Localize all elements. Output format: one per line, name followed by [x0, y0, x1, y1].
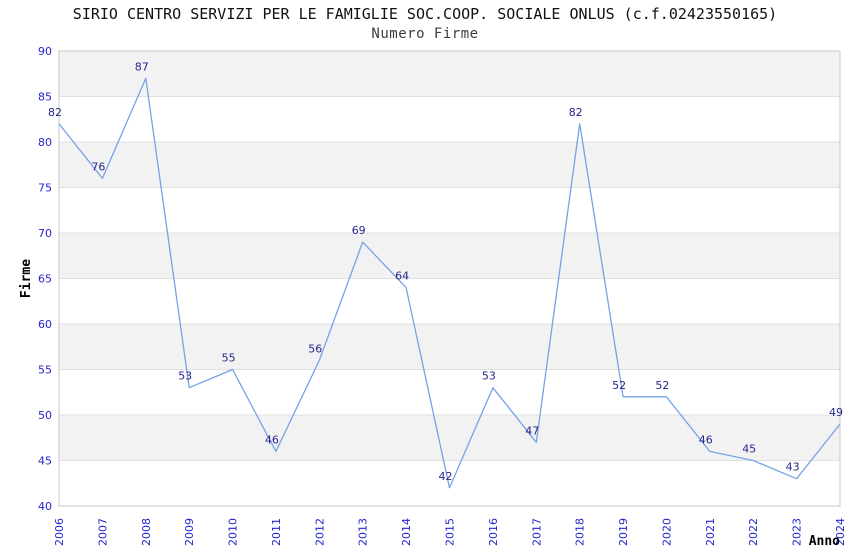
x-tick-label: 2007 — [96, 518, 109, 546]
x-axis-title: Anno — [809, 534, 840, 549]
data-point-label: 49 — [829, 406, 843, 419]
data-point-label: 69 — [352, 224, 366, 237]
x-tick-label: 2014 — [400, 518, 413, 546]
x-tick-label: 2020 — [660, 518, 673, 546]
x-tick-label: 2018 — [574, 518, 587, 546]
x-tick-label: 2024 — [834, 518, 847, 546]
gridlines — [59, 96, 840, 461]
background-band — [59, 415, 840, 461]
data-point-label: 46 — [265, 433, 279, 446]
background-band — [59, 142, 840, 188]
x-tick-label: 2017 — [530, 518, 543, 546]
chart-title: SIRIO CENTRO SERVIZI PER LE FAMIGLIE SOC… — [73, 5, 777, 23]
data-point-label: 45 — [742, 443, 756, 456]
y-axis-tick-labels: 40 45 50 55 60 65 70 75 80 85 90 — [38, 45, 52, 513]
y-tick-label: 40 — [38, 500, 52, 513]
chart-subtitle: Numero Firme — [371, 26, 478, 42]
x-tick-label: 2009 — [183, 518, 196, 546]
x-tick-label: 2022 — [747, 518, 760, 546]
data-point-label: 76 — [91, 160, 105, 173]
y-tick-label: 55 — [38, 364, 52, 377]
data-point-label: 87 — [135, 60, 149, 73]
y-tick-label: 45 — [38, 455, 52, 468]
x-tick-label: 2015 — [444, 518, 457, 546]
x-tick-label: 2011 — [270, 518, 283, 546]
x-tick-label: 2010 — [227, 518, 240, 546]
data-point-label: 42 — [439, 470, 453, 483]
x-tick-label: 2006 — [53, 518, 66, 546]
x-tick-label: 2023 — [791, 518, 804, 546]
y-tick-label: 50 — [38, 409, 52, 422]
y-tick-label: 75 — [38, 182, 52, 195]
data-point-label: 64 — [395, 270, 409, 283]
data-point-label: 53 — [482, 370, 496, 383]
x-axis-tick-labels: 2006 2007 2008 2009 2010 2011 2012 2013 2014 2015… — [53, 518, 847, 546]
y-axis-title: Firme — [19, 259, 34, 298]
x-tick-label: 2012 — [313, 518, 326, 546]
y-tick-label: 60 — [38, 318, 52, 331]
background-band — [59, 233, 840, 279]
data-point-label: 82 — [48, 106, 62, 119]
background-band — [59, 324, 840, 370]
data-point-label: 55 — [222, 352, 236, 365]
series-line — [58, 77, 841, 489]
data-point-label: 56 — [308, 342, 322, 355]
data-point-label: 82 — [569, 106, 583, 119]
x-tick-label: 2008 — [140, 518, 153, 546]
x-tick-label: 2016 — [487, 518, 500, 546]
y-tick-label: 90 — [38, 45, 52, 58]
plot-border — [58, 50, 841, 507]
point-labels: 82 76 87 53 55 46 56 69 64 42 53 47 82 52 52 46 45 43 49 — [48, 60, 843, 483]
y-tick-label: 65 — [38, 273, 52, 286]
data-point-label: 46 — [699, 433, 713, 446]
plot-bands — [59, 51, 840, 461]
series-polyline — [58, 77, 841, 489]
data-point-label: 43 — [786, 461, 800, 474]
background-band — [59, 51, 840, 97]
x-tick-label: 2019 — [617, 518, 630, 546]
y-tick-label: 85 — [38, 91, 52, 104]
data-point-label: 47 — [525, 424, 539, 437]
data-point-label: 52 — [612, 379, 626, 392]
data-point-label: 53 — [178, 370, 192, 383]
data-point-label: 52 — [655, 379, 669, 392]
y-tick-label: 70 — [38, 227, 52, 240]
y-tick-label: 80 — [38, 136, 52, 149]
x-tick-label: 2021 — [704, 518, 717, 546]
x-tick-label: 2013 — [357, 518, 370, 546]
